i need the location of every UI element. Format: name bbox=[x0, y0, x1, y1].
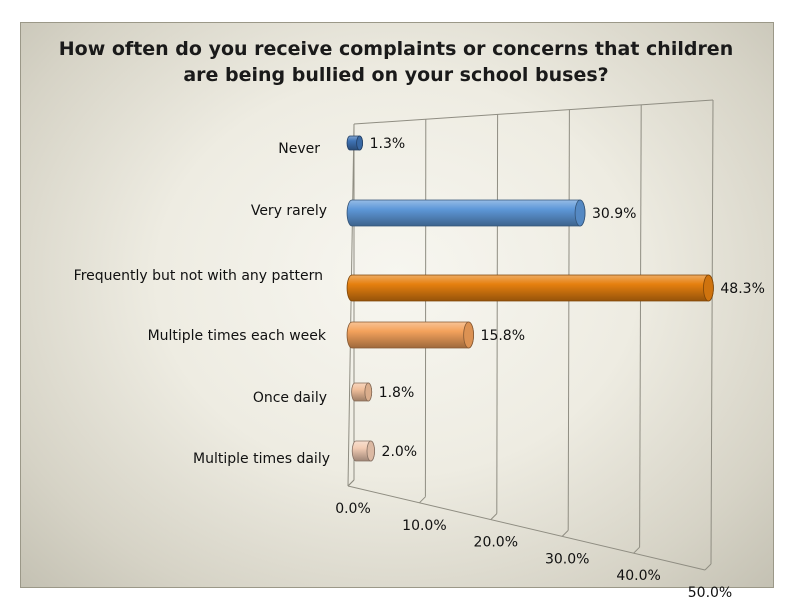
gridline-depth bbox=[490, 513, 498, 520]
x-tick-label: 10.0% bbox=[402, 518, 446, 534]
category-label: Frequently but not with any pattern bbox=[74, 268, 323, 284]
gridline bbox=[567, 109, 570, 531]
gridline-depth bbox=[347, 479, 355, 487]
value-label: 1.3% bbox=[370, 136, 406, 152]
gridline-depth bbox=[633, 546, 640, 554]
value-label: 48.3% bbox=[720, 281, 764, 297]
chart-title: How often do you receive complaints or c… bbox=[20, 36, 772, 88]
bar-end-cap bbox=[463, 321, 474, 349]
gridline bbox=[496, 114, 499, 514]
x-tick-label: 0.0% bbox=[335, 501, 371, 517]
gridline-depth bbox=[704, 563, 712, 571]
gridline-depth bbox=[561, 530, 569, 537]
category-label: Multiple times daily bbox=[193, 451, 330, 467]
bar-end-cap bbox=[356, 135, 363, 151]
bar-end-cap bbox=[364, 382, 373, 402]
category-label: Never bbox=[278, 141, 320, 157]
chart-background bbox=[20, 22, 774, 588]
bar-end-cap bbox=[366, 440, 375, 462]
chart-title-line-1: How often do you receive complaints or c… bbox=[58, 38, 734, 60]
gridline bbox=[639, 104, 642, 548]
gridline bbox=[710, 99, 714, 565]
value-label: 15.8% bbox=[481, 328, 525, 344]
gridline-depth bbox=[419, 496, 426, 504]
bar-end-cap bbox=[703, 274, 714, 302]
category-label: Very rarely bbox=[251, 203, 327, 219]
category-label: Once daily bbox=[253, 390, 327, 406]
bar bbox=[346, 321, 474, 349]
bar bbox=[346, 274, 714, 302]
value-label: 2.0% bbox=[382, 444, 418, 460]
plot-top-edge bbox=[353, 99, 714, 125]
plot-floor-edge bbox=[347, 485, 706, 571]
x-tick-label: 20.0% bbox=[474, 535, 518, 551]
plot-left-edge bbox=[347, 123, 355, 487]
value-label: 30.9% bbox=[592, 206, 636, 222]
x-tick-label: 50.0% bbox=[688, 585, 732, 601]
x-tick-label: 30.0% bbox=[545, 551, 589, 567]
value-label: 1.8% bbox=[379, 385, 415, 401]
x-tick-label: 40.0% bbox=[616, 568, 660, 584]
bar bbox=[346, 199, 586, 227]
bar-end-cap bbox=[574, 199, 586, 227]
category-label: Multiple times each week bbox=[148, 328, 327, 344]
chart-title-line-2: are being bullied on your school buses? bbox=[183, 64, 609, 86]
